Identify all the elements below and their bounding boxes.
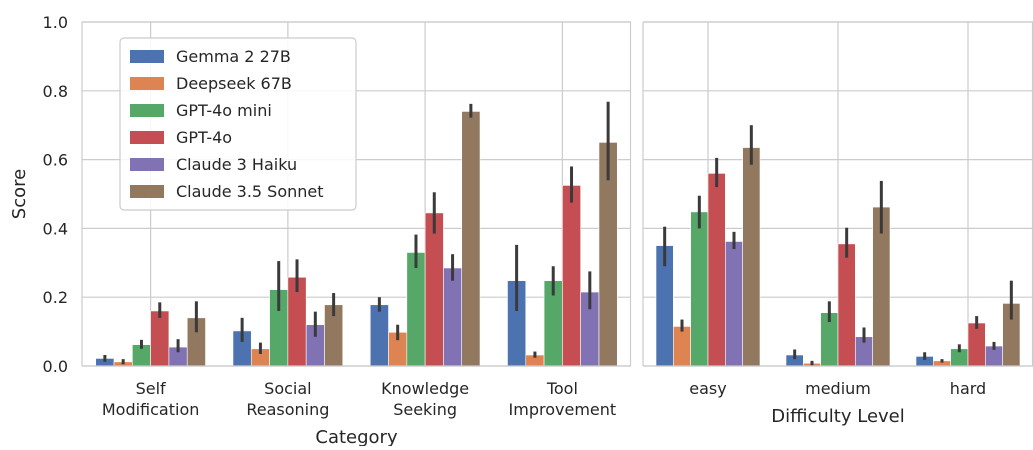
y-tick-label: 1.0 <box>43 13 68 32</box>
y-axis-title: Score <box>9 169 30 219</box>
bar <box>443 267 463 367</box>
bar <box>673 326 691 367</box>
y-tick-label: 0.6 <box>43 151 68 170</box>
bar <box>690 211 709 367</box>
legend-swatch <box>130 77 164 90</box>
y-tick-label: 0.0 <box>43 357 68 376</box>
legend-label: Gemma 2 27B <box>176 47 291 66</box>
bar <box>461 111 481 367</box>
bar <box>562 185 581 367</box>
bar <box>742 147 761 367</box>
x-tick-label: Self <box>136 379 166 398</box>
bar <box>369 304 389 367</box>
x-tick-label: Seeking <box>393 400 457 419</box>
legend-box <box>119 37 357 211</box>
bar <box>967 322 986 367</box>
legend-label: GPT-4o <box>176 128 232 147</box>
legend-swatch <box>130 158 164 171</box>
x-tick-label: Modification <box>102 400 200 419</box>
x-tick-label: Social <box>264 379 311 398</box>
legend-label: Deepseek 67B <box>176 74 292 93</box>
legend-label: Claude 3 Haiku <box>176 155 297 174</box>
x-axis-title: Difficulty Level <box>771 406 905 427</box>
legend-label: GPT-4o mini <box>176 101 272 120</box>
legend-label: Claude 3.5 Sonnet <box>176 182 324 201</box>
x-tick-label: hard <box>950 379 986 398</box>
legend-swatch <box>130 104 164 117</box>
bar <box>150 310 170 367</box>
x-tick-label: easy <box>689 379 726 398</box>
x-axis-title: Category <box>315 427 398 446</box>
bar <box>707 173 726 367</box>
x-tick-label: Knowledge <box>381 379 469 398</box>
x-tick-label: medium <box>805 379 871 398</box>
legend-swatch <box>130 131 164 144</box>
x-tick-label: Reasoning <box>246 400 329 419</box>
bar <box>424 212 444 367</box>
x-tick-label: Improvement <box>509 400 617 419</box>
y-tick-label: 0.8 <box>43 82 68 101</box>
legend-swatch <box>130 185 164 198</box>
bar <box>406 252 426 367</box>
bar <box>725 241 743 367</box>
x-tick-label: Tool <box>546 379 578 398</box>
legend-swatch <box>130 50 164 63</box>
bar <box>837 243 856 367</box>
y-tick-label: 0.4 <box>43 219 68 238</box>
y-tick-label: 0.2 <box>43 288 68 307</box>
